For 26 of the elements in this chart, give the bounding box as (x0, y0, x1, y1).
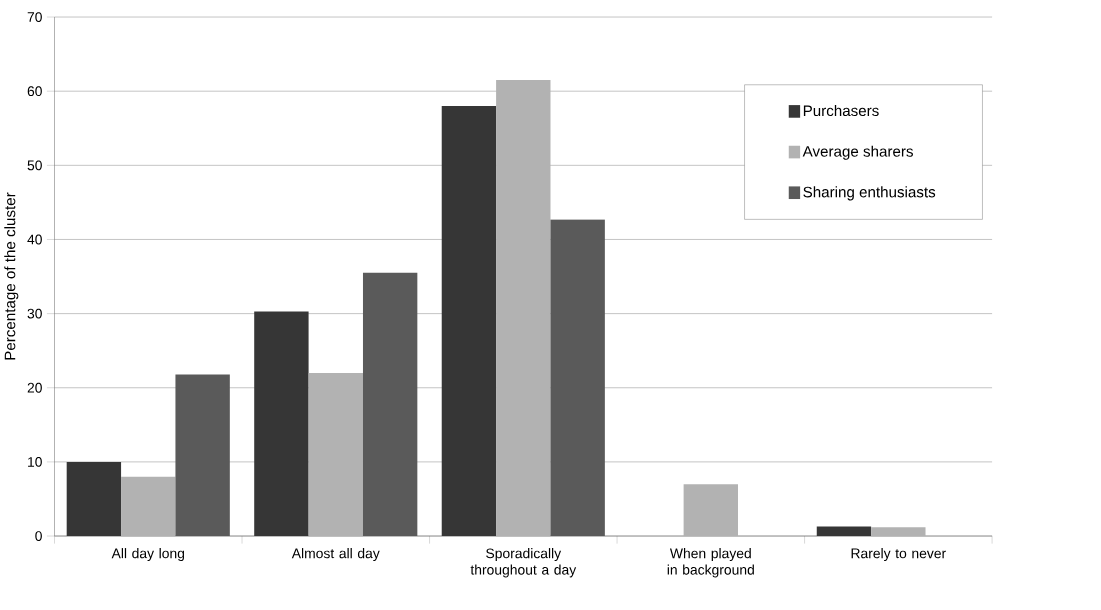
y-tick-label: 50 (27, 160, 42, 171)
bar (496, 80, 551, 537)
bar (121, 476, 176, 537)
y-axis-title: Percentage of the cluster (4, 192, 19, 360)
y-tick-label: 70 (27, 12, 42, 23)
legend-label: Purchasers (803, 105, 879, 117)
y-tick-label: 0 (35, 531, 42, 541)
bar (66, 461, 122, 537)
y-tick-label: 60 (27, 86, 42, 97)
y-tick-label: 10 (28, 457, 42, 467)
x-tick-label: Rarely to never (851, 548, 946, 562)
legend-label: Sharing enthusiasts (803, 186, 936, 201)
x-tick-label: Almost all day (291, 548, 380, 562)
y-tick-label: 40 (27, 234, 42, 245)
x-tick-label: When played in background (667, 548, 754, 578)
x-tick-label: All day long (111, 548, 185, 562)
legend-label: Average sharers (802, 145, 913, 160)
bar (254, 311, 309, 537)
bar (871, 527, 926, 537)
y-tick-label: 20 (27, 382, 42, 393)
x-tick-label: Sporadically throughout a day (470, 548, 577, 578)
bar (308, 372, 363, 537)
bar (816, 526, 872, 537)
y-tick-label: 30 (27, 308, 42, 319)
bar (441, 106, 497, 537)
bar (683, 484, 738, 537)
